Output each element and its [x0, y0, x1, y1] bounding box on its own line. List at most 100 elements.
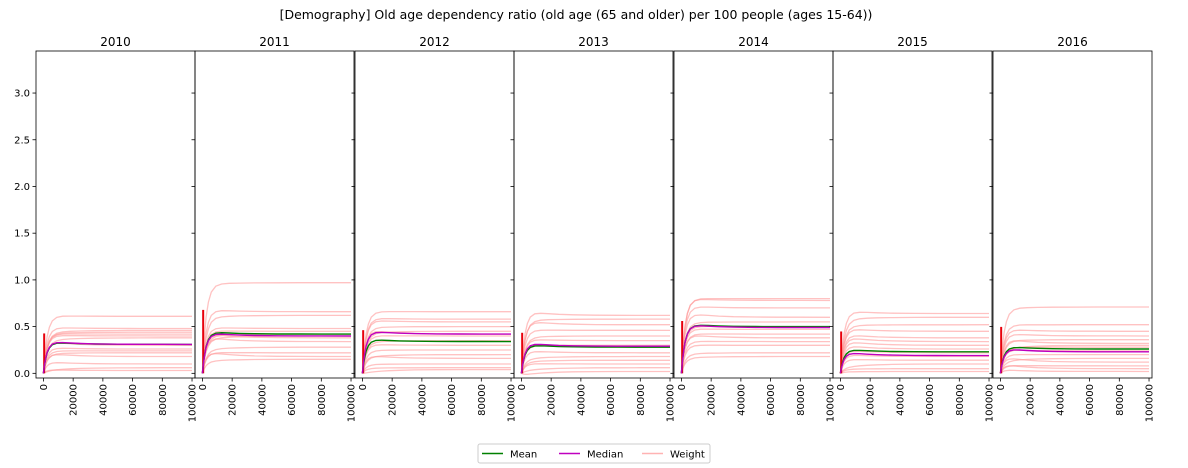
- weight-line: [361, 320, 511, 374]
- x-tick-label: 80000: [636, 384, 647, 416]
- legend-frame: [477, 443, 711, 464]
- weight-line: [680, 355, 830, 374]
- weight-line: [361, 363, 511, 374]
- y-tick-label: 1.0: [14, 275, 30, 286]
- weight-line: [521, 370, 670, 375]
- y-tick-label: 2.5: [14, 135, 30, 146]
- x-tick-label: 40000: [736, 384, 747, 416]
- x-tick-label: 100000: [826, 384, 837, 422]
- panel-2010: 2010 0 20000 40000 60000 80000 100000 0.0 0.5 1.0…: [14, 35, 198, 422]
- median-line: [839, 352, 989, 374]
- weight-line: [520, 355, 670, 374]
- x-tick-label: 100000: [188, 384, 199, 422]
- x-tick-label: 60000: [1085, 384, 1096, 416]
- x-tick-label: 20000: [228, 384, 239, 416]
- weight-line: [362, 368, 511, 374]
- panel-frame: [354, 50, 515, 379]
- x-tick-label: 60000: [925, 384, 936, 416]
- x-tick-label: 40000: [417, 384, 428, 416]
- x-tick-label: 60000: [447, 384, 458, 416]
- panel-2015: 2015 0 20000 40000 60000 80000 100000: [829, 35, 996, 422]
- legend-label-mean: Mean: [510, 450, 537, 461]
- x-tick-label: 0: [39, 384, 50, 390]
- weight-line: [201, 352, 351, 374]
- x-tick-label: 20000: [547, 384, 558, 416]
- figure-title: [Demography] Old age dependency ratio (o…: [280, 7, 873, 22]
- x-tick-label: 60000: [128, 384, 139, 416]
- x-tick-label: 80000: [158, 384, 169, 416]
- x-tick-label: 0: [198, 384, 209, 390]
- x-tick-label: 20000: [866, 384, 877, 416]
- panel-title: 2014: [738, 35, 769, 49]
- panel-title: 2016: [1057, 35, 1088, 49]
- x-tick-label: 40000: [98, 384, 109, 416]
- x-tick-label: 80000: [317, 384, 328, 416]
- panel-title: 2010: [100, 35, 131, 49]
- x-tick-label: 100000: [347, 384, 358, 422]
- panel-frame: [513, 50, 674, 379]
- x-tick-label: 0: [358, 384, 369, 390]
- panel-2016: 2016 0 20000 40000 60000 80000 100000: [989, 35, 1156, 422]
- x-tick-label: 80000: [796, 384, 807, 416]
- weight-line: [999, 369, 1150, 374]
- x-tick-label: 20000: [707, 384, 718, 416]
- panel-2012: 2012 0 20000 40000 60000 80000 100000: [351, 35, 518, 422]
- x-tick-label: 20000: [388, 384, 399, 416]
- median-line: [42, 341, 193, 374]
- median-line: [680, 325, 830, 374]
- weight-line: [201, 314, 351, 374]
- y-tick-label: 3.0: [14, 89, 30, 100]
- x-tick-label: 100000: [507, 384, 518, 422]
- panel-2014: 2014 0 20000 40000 60000 80000 100000: [670, 35, 837, 422]
- y-tick-label: 0.5: [14, 322, 30, 333]
- panel-frame: [194, 50, 355, 379]
- x-tick-label: 60000: [287, 384, 298, 416]
- x-tick-label: 100000: [666, 384, 677, 422]
- x-tick-label: 80000: [955, 384, 966, 416]
- median-line: [201, 333, 352, 374]
- panel-title: 2013: [578, 35, 609, 49]
- weight-line: [840, 370, 989, 374]
- x-tick-label: 60000: [606, 384, 617, 416]
- x-tick-label: 40000: [895, 384, 906, 416]
- x-tick-label: 40000: [1055, 384, 1066, 416]
- x-tick-label: 0: [517, 384, 528, 390]
- mean-line: [680, 324, 830, 374]
- weight-line: [201, 358, 351, 374]
- weight-line: [680, 344, 830, 374]
- x-tick-label: 100000: [1145, 384, 1156, 422]
- x-tick-label: 60000: [766, 384, 777, 416]
- x-tick-label: 0: [677, 384, 688, 390]
- panel-title: 2011: [259, 35, 290, 49]
- median-line: [520, 343, 670, 374]
- y-tick-label: 2.0: [14, 182, 30, 193]
- legend-label-weight: Weight: [670, 450, 705, 461]
- panel-2011: 2011 0 20000 40000 60000 80000 100000: [191, 35, 358, 422]
- y-tick-label: 1.5: [14, 229, 30, 240]
- panel-title: 2012: [419, 35, 450, 49]
- x-tick-label: 40000: [257, 384, 268, 416]
- panel-title: 2015: [897, 35, 928, 49]
- weight-line: [42, 329, 192, 374]
- panel-2013: 2013 0 20000 40000 60000 80000 100000: [510, 35, 677, 422]
- weight-line: [42, 369, 192, 374]
- x-tick-label: 100000: [985, 384, 996, 422]
- weight-line: [999, 365, 1150, 374]
- median-line: [361, 331, 511, 374]
- weight-line: [361, 330, 511, 374]
- legend: Mean Median Weight: [477, 443, 711, 464]
- y-tick-label: 0.0: [14, 369, 30, 380]
- x-tick-label: 40000: [576, 384, 587, 416]
- x-tick-label: 0: [836, 384, 847, 390]
- x-tick-label: 20000: [1026, 384, 1037, 416]
- x-tick-label: 0: [996, 384, 1007, 390]
- panel-frame: [992, 50, 1153, 379]
- panel-frame: [832, 50, 993, 379]
- median-line: [999, 349, 1149, 374]
- x-tick-label: 80000: [1115, 384, 1126, 416]
- chart-panels: 2010 0 20000 40000 60000 80000 100000 0.0 0.5 1.0…: [14, 35, 1155, 422]
- weight-line: [361, 330, 511, 374]
- x-tick-label: 20000: [69, 384, 80, 416]
- weight-line: [680, 314, 831, 374]
